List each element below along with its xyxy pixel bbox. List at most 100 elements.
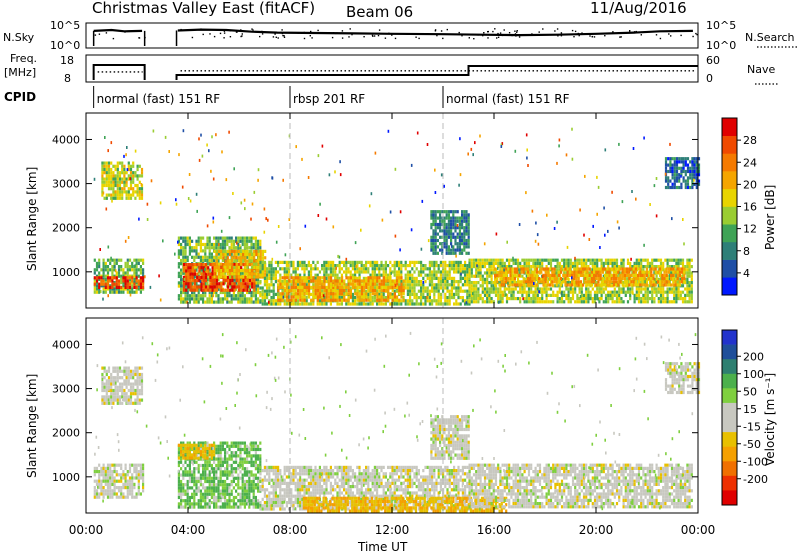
date-label: 11/Aug/2016	[590, 0, 687, 17]
heatmap-cell	[101, 171, 104, 175]
heatmap-cell	[384, 296, 387, 300]
nsky-dot	[418, 37, 420, 40]
heatmap-cell	[657, 268, 660, 272]
heatmap-cell	[488, 300, 491, 304]
heatmap-cell	[270, 270, 273, 274]
heatmap-cell	[523, 290, 526, 294]
heatmap-cell	[534, 265, 537, 269]
heatmap-cell	[404, 299, 407, 303]
heatmap-cell	[439, 216, 442, 220]
heatmap-cell	[467, 251, 470, 255]
heatmap-cell	[283, 289, 286, 293]
heatmap-cell	[637, 283, 640, 287]
heatmap-cell	[634, 280, 637, 284]
heatmap-cell	[182, 297, 185, 301]
heatmap-cell	[222, 282, 225, 286]
heatmap-cell	[542, 277, 545, 281]
heatmap-cell	[593, 284, 597, 288]
heatmap-cell	[420, 270, 423, 274]
heatmap-cell	[220, 256, 223, 260]
heatmap-cell	[458, 226, 461, 230]
heatmap-cell	[131, 261, 134, 265]
heatmap-cell	[254, 300, 257, 304]
heatmap-cell	[213, 275, 216, 279]
heatmap-cell	[139, 268, 142, 272]
heatmap-cell	[445, 226, 448, 230]
heatmap-cell	[662, 293, 665, 297]
heatmap-cell	[259, 290, 262, 295]
heatmap-cell	[204, 285, 208, 289]
heatmap-cell	[417, 296, 420, 300]
heatmap-cell	[579, 273, 582, 277]
heatmap-cell	[582, 281, 586, 285]
heatmap-cell	[554, 293, 557, 297]
heatmap-cell	[633, 261, 636, 265]
heatmap-cell	[540, 267, 543, 271]
heatmap-cell	[277, 298, 280, 302]
heatmap-cell	[488, 287, 491, 291]
heatmap-cell	[316, 260, 319, 264]
heatmap-cell	[695, 166, 698, 170]
heatmap-cell	[695, 182, 698, 186]
heatmap-cell	[439, 264, 442, 268]
heatmap-cell	[634, 267, 637, 271]
heatmap-cell	[591, 268, 594, 272]
heatmap-speckle	[399, 210, 402, 214]
nsky-dot	[629, 30, 631, 32]
heatmap-cell	[500, 283, 503, 287]
heatmap-cell	[477, 268, 480, 272]
heatmap-cell	[193, 288, 197, 292]
heatmap-cell	[602, 300, 605, 304]
heatmap-cell	[645, 283, 648, 287]
heatmap-cell	[490, 274, 493, 278]
heatmap-cell	[93, 271, 96, 275]
heatmap-cell	[129, 164, 133, 168]
heatmap-cell	[303, 267, 306, 271]
heatmap-cell	[365, 267, 368, 271]
heatmap-cell	[639, 277, 642, 281]
heatmap-cell	[448, 264, 451, 268]
heatmap-cell	[239, 236, 242, 240]
heatmap-cell	[233, 285, 236, 289]
heatmap-cell	[587, 300, 590, 304]
heatmap-cell	[597, 267, 600, 271]
heatmap-cell	[242, 285, 245, 289]
heatmap-cell	[115, 276, 118, 280]
heatmap-cell	[376, 264, 379, 268]
heatmap-cell	[464, 267, 467, 271]
heatmap-cell	[665, 283, 668, 287]
heatmap-cell	[101, 187, 104, 191]
heatmap-cell	[215, 249, 218, 253]
heatmap-cell	[139, 285, 142, 289]
heatmap-cell	[527, 258, 531, 262]
heatmap-cell	[579, 283, 582, 287]
heatmap-cell	[213, 290, 216, 295]
nsky-dot	[515, 35, 517, 37]
heatmap-cell	[217, 300, 220, 304]
heatmap-cell	[371, 279, 374, 283]
heatmap-cell	[354, 292, 357, 296]
heatmap-cell	[671, 163, 674, 167]
heatmap-cell	[450, 276, 453, 280]
heatmap-cell	[233, 275, 236, 279]
nsky-dot	[668, 33, 670, 35]
heatmap-cell	[246, 272, 249, 276]
heatmap-cell	[686, 166, 690, 170]
heatmap-cell	[420, 280, 423, 284]
heatmap-cell	[600, 290, 603, 294]
heatmap-cell	[224, 249, 227, 253]
heatmap-cell	[553, 280, 556, 284]
heatmap-cell	[243, 242, 246, 247]
heatmap-cell	[305, 285, 308, 289]
heatmap-cell	[279, 302, 282, 306]
heatmap-cell	[308, 292, 311, 296]
nsky-dot	[251, 28, 253, 30]
heatmap-cell	[618, 265, 621, 269]
heatmap-cell	[110, 180, 113, 184]
heatmap-cell	[248, 269, 251, 273]
heatmap-cell	[604, 273, 607, 277]
heatmap-cell	[501, 265, 504, 269]
heatmap-cell	[420, 283, 423, 287]
heatmap-cell	[409, 289, 412, 293]
heatmap-cell	[530, 297, 533, 301]
